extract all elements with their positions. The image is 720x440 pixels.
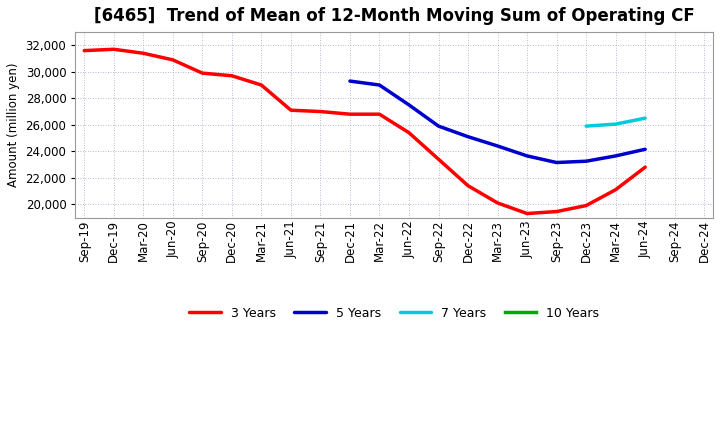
5 Years [405, 102, 413, 107]
5 Years [375, 82, 384, 88]
5 Years [464, 134, 472, 139]
3 Years [228, 73, 236, 78]
3 Years [287, 107, 295, 113]
3 Years [109, 47, 118, 52]
7 Years [641, 116, 649, 121]
5 Years [552, 160, 561, 165]
3 Years [582, 203, 590, 208]
5 Years [582, 158, 590, 164]
3 Years [405, 130, 413, 136]
Line: 3 Years: 3 Years [84, 49, 645, 213]
5 Years [523, 153, 531, 158]
3 Years [80, 48, 89, 53]
3 Years [434, 157, 443, 162]
Title: [6465]  Trend of Mean of 12-Month Moving Sum of Operating CF: [6465] Trend of Mean of 12-Month Moving … [94, 7, 695, 25]
3 Years [257, 82, 266, 88]
7 Years [611, 121, 620, 127]
3 Years [464, 183, 472, 188]
7 Years [582, 124, 590, 129]
Line: 7 Years: 7 Years [586, 118, 645, 126]
5 Years [346, 78, 354, 84]
3 Years [552, 209, 561, 214]
5 Years [434, 124, 443, 129]
3 Years [493, 200, 502, 205]
3 Years [168, 57, 177, 62]
3 Years [375, 112, 384, 117]
3 Years [198, 70, 207, 76]
3 Years [641, 165, 649, 170]
3 Years [346, 112, 354, 117]
Legend: 3 Years, 5 Years, 7 Years, 10 Years: 3 Years, 5 Years, 7 Years, 10 Years [184, 302, 604, 325]
Y-axis label: Amount (million yen): Amount (million yen) [7, 62, 20, 187]
3 Years [316, 109, 325, 114]
3 Years [139, 51, 148, 56]
3 Years [611, 187, 620, 192]
Line: 5 Years: 5 Years [350, 81, 645, 162]
5 Years [641, 147, 649, 152]
5 Years [493, 143, 502, 149]
5 Years [611, 153, 620, 158]
3 Years [523, 211, 531, 216]
